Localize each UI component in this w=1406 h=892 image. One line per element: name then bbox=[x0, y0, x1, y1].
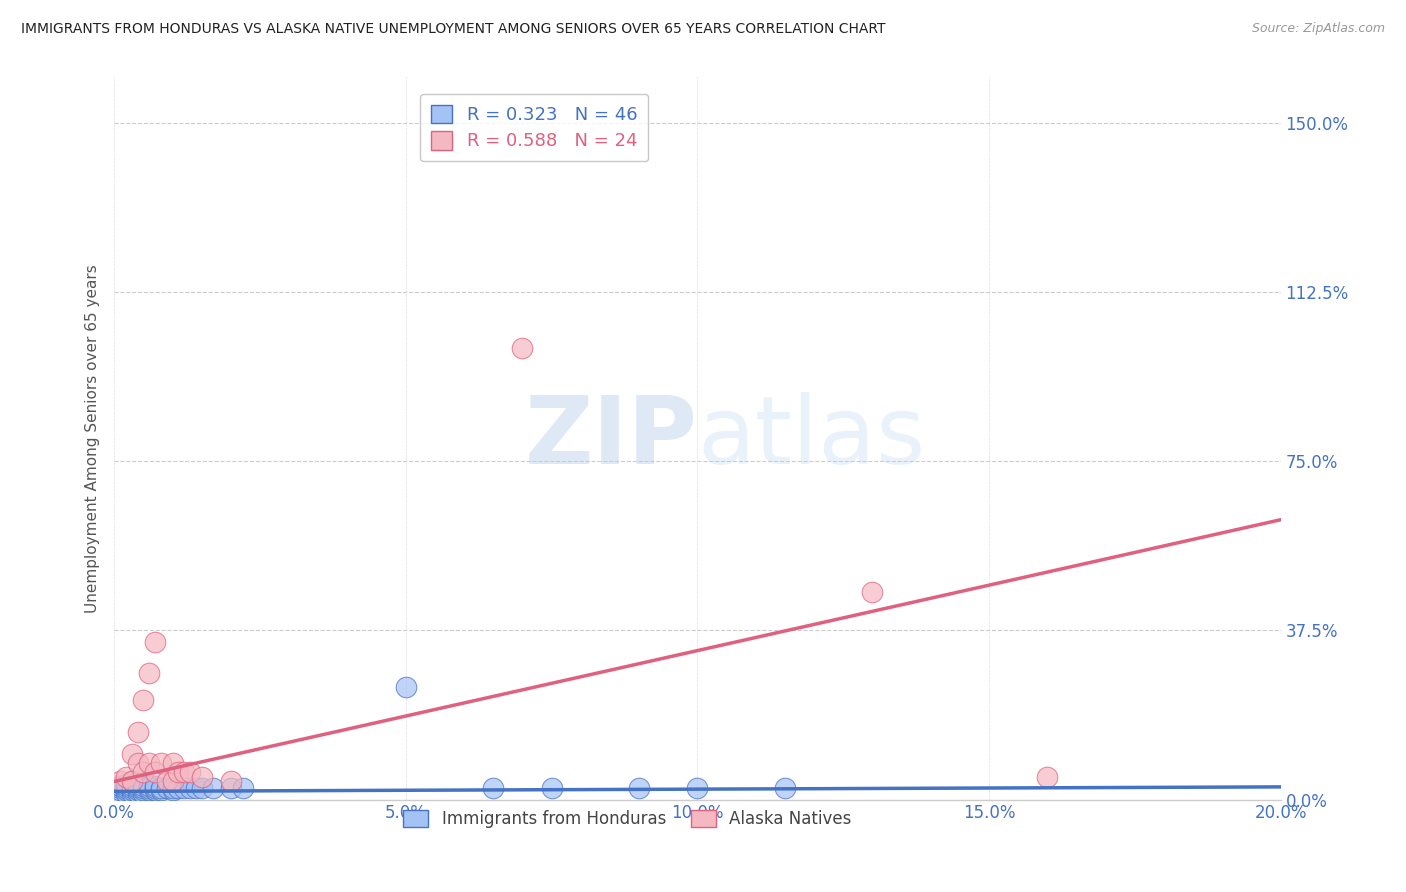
Point bbox=[219, 781, 242, 796]
Point bbox=[156, 781, 179, 796]
Point bbox=[138, 666, 160, 681]
Point bbox=[149, 781, 172, 796]
Point bbox=[121, 783, 143, 797]
Point bbox=[156, 774, 179, 789]
Point bbox=[395, 680, 418, 694]
Point bbox=[149, 756, 172, 771]
Point bbox=[773, 781, 796, 796]
Point bbox=[512, 341, 534, 355]
Point bbox=[115, 781, 138, 796]
Text: atlas: atlas bbox=[697, 392, 925, 484]
Point bbox=[179, 781, 201, 796]
Point bbox=[190, 770, 212, 784]
Point bbox=[127, 779, 149, 793]
Point bbox=[108, 779, 131, 793]
Point bbox=[121, 781, 143, 796]
Text: ZIP: ZIP bbox=[524, 392, 697, 484]
Point bbox=[184, 781, 207, 796]
Text: Source: ZipAtlas.com: Source: ZipAtlas.com bbox=[1251, 22, 1385, 36]
Point bbox=[162, 774, 184, 789]
Point bbox=[167, 781, 190, 796]
Point bbox=[115, 777, 138, 791]
Point bbox=[132, 783, 155, 797]
Point bbox=[138, 781, 160, 796]
Point bbox=[121, 779, 143, 793]
Point bbox=[482, 781, 505, 796]
Point bbox=[190, 781, 212, 796]
Point bbox=[121, 774, 143, 789]
Point bbox=[138, 779, 160, 793]
Point bbox=[108, 783, 131, 797]
Point bbox=[121, 774, 143, 789]
Point bbox=[862, 585, 884, 599]
Point bbox=[108, 774, 131, 789]
Point bbox=[127, 783, 149, 797]
Point bbox=[143, 781, 166, 796]
Point bbox=[127, 756, 149, 771]
Point bbox=[1036, 770, 1059, 784]
Point bbox=[138, 756, 160, 771]
Point bbox=[143, 634, 166, 648]
Point bbox=[179, 765, 201, 780]
Point bbox=[127, 724, 149, 739]
Y-axis label: Unemployment Among Seniors over 65 years: Unemployment Among Seniors over 65 years bbox=[86, 264, 100, 613]
Point bbox=[115, 786, 138, 800]
Point bbox=[132, 693, 155, 707]
Point bbox=[173, 781, 195, 796]
Point bbox=[162, 756, 184, 771]
Point bbox=[127, 781, 149, 796]
Point bbox=[132, 781, 155, 796]
Point bbox=[173, 765, 195, 780]
Point bbox=[231, 781, 253, 796]
Point bbox=[127, 786, 149, 800]
Point bbox=[219, 774, 242, 789]
Point bbox=[121, 786, 143, 800]
Point bbox=[162, 781, 184, 796]
Point bbox=[138, 783, 160, 797]
Legend: Immigrants from Honduras, Alaska Natives: Immigrants from Honduras, Alaska Natives bbox=[396, 803, 858, 835]
Point bbox=[108, 781, 131, 796]
Point bbox=[628, 781, 651, 796]
Point bbox=[143, 783, 166, 797]
Point bbox=[115, 779, 138, 793]
Point bbox=[132, 779, 155, 793]
Point bbox=[143, 779, 166, 793]
Point bbox=[149, 783, 172, 797]
Point bbox=[202, 781, 225, 796]
Point bbox=[115, 770, 138, 784]
Point bbox=[121, 747, 143, 762]
Point bbox=[115, 783, 138, 797]
Point bbox=[143, 765, 166, 780]
Point bbox=[132, 786, 155, 800]
Point bbox=[162, 783, 184, 797]
Point bbox=[167, 765, 190, 780]
Point bbox=[686, 781, 709, 796]
Point bbox=[132, 765, 155, 780]
Point bbox=[540, 781, 562, 796]
Text: IMMIGRANTS FROM HONDURAS VS ALASKA NATIVE UNEMPLOYMENT AMONG SENIORS OVER 65 YEA: IMMIGRANTS FROM HONDURAS VS ALASKA NATIV… bbox=[21, 22, 886, 37]
